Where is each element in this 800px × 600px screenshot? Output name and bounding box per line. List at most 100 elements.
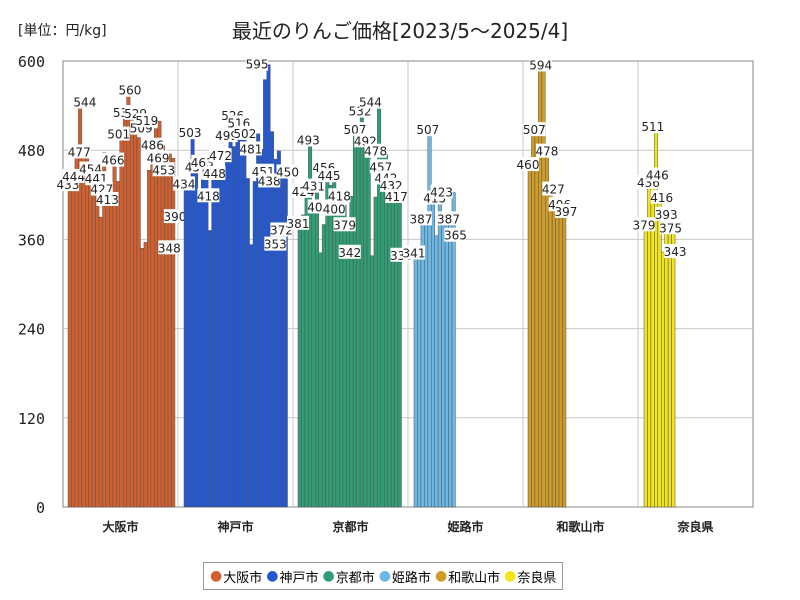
bar-京都市-22 [373, 196, 378, 508]
data-label-bg [664, 244, 687, 259]
bar-奈良県-8 [671, 228, 676, 508]
data-label: 544 [73, 96, 96, 110]
bar-京都市-21 [370, 255, 375, 508]
x-category-label: 奈良県 [676, 519, 713, 534]
legend-item: ● 京都市 [322, 567, 374, 586]
data-label-bg [264, 236, 287, 251]
data-label-bg [437, 211, 460, 226]
data-label: 427 [542, 183, 565, 197]
bar-京都市-26 [387, 167, 392, 508]
data-label-bg [173, 176, 195, 191]
bar-京都市-7 [321, 224, 326, 508]
bar-京都市-5 [315, 186, 319, 508]
legend-label: 和歌山市 [448, 570, 501, 586]
bar-姫路市-7 [437, 198, 442, 508]
bar-姫路市-8 [441, 219, 446, 508]
bar-奈良県-5 [661, 251, 665, 508]
data-label-bg [542, 181, 565, 196]
data-label-bg [318, 168, 341, 183]
data-label-bg [62, 168, 85, 183]
data-label-bg [147, 150, 170, 165]
data-label: 342 [338, 246, 361, 260]
bar-京都市-8 [325, 167, 330, 508]
data-label-bg [403, 245, 425, 260]
bar-和歌山市-7 [551, 203, 556, 508]
data-label: 472 [209, 149, 232, 163]
data-label-bg [385, 189, 408, 204]
data-label: 469 [147, 151, 170, 165]
data-label: 418 [197, 189, 220, 203]
data-label: 397 [554, 205, 577, 219]
bar-大阪市-29 [167, 153, 172, 508]
bar-奈良県-0 [643, 225, 648, 508]
bar-神戸市-13 [228, 135, 233, 508]
bar-大阪市-1 [71, 179, 76, 508]
bar-京都市-27 [390, 178, 395, 508]
bar-京都市-0 [297, 223, 302, 508]
legend-label: 京都市 [335, 570, 375, 586]
data-label-bg [343, 122, 366, 137]
data-label: 501 [107, 128, 130, 142]
bar-神戸市-12 [225, 155, 230, 508]
data-label-bg [333, 217, 356, 232]
data-label-bg [96, 192, 119, 207]
data-label-bg [416, 122, 439, 137]
x-category-label: 姫路市 [447, 519, 483, 534]
data-label: 595 [246, 58, 269, 72]
data-label: 507 [416, 123, 439, 137]
bar-大阪市-15 [119, 134, 124, 508]
data-label: 379 [333, 218, 356, 232]
data-label-bg [215, 128, 238, 143]
x-category-label: 京都市 [332, 519, 368, 534]
y-tick-label: 360 [18, 231, 45, 249]
bar-大阪市-23 [147, 170, 152, 508]
bar-姫路市-3 [424, 219, 429, 508]
data-label: 393 [655, 208, 678, 222]
data-label-bg [197, 188, 220, 203]
bar-神戸市-7 [207, 230, 212, 508]
bar-神戸市-17 [242, 131, 247, 508]
bar-大阪市-25 [154, 128, 158, 508]
data-label-bg [68, 144, 91, 159]
bar-大阪市-22 [143, 242, 148, 508]
legend-label: 神戸市 [279, 570, 319, 586]
bar-京都市-25 [384, 154, 388, 508]
data-label-bg [141, 137, 164, 152]
bar-神戸市-26 [273, 158, 278, 508]
y-tick-label: 240 [18, 321, 45, 339]
bar-大阪市-28 [164, 152, 169, 508]
data-label-bg [633, 217, 655, 232]
data-label-bg [380, 177, 403, 192]
data-label: 511 [641, 120, 664, 134]
data-label-bg [270, 222, 293, 237]
data-label-bg [258, 173, 281, 188]
bar-京都市-24 [380, 151, 385, 508]
data-label: 486 [141, 139, 164, 153]
bar-京都市-18 [359, 111, 364, 508]
bar-京都市-19 [363, 141, 368, 508]
legend-label: 大阪市 [223, 570, 263, 586]
bar-京都市-16 [352, 129, 357, 508]
data-label: 499 [215, 129, 238, 143]
legend-dot-icon: ● [434, 568, 448, 584]
data-label: 477 [68, 145, 91, 159]
bar-神戸市-27 [276, 150, 281, 508]
bar-和歌山市-2 [534, 126, 539, 508]
data-label-bg [158, 240, 181, 255]
legend-dot-icon: ● [504, 568, 517, 584]
bar-神戸市-6 [204, 162, 209, 508]
bar-大阪市-9 [98, 216, 103, 508]
data-label-bg [444, 227, 467, 242]
bar-大阪市-26 [157, 120, 162, 508]
data-label-bg [239, 141, 262, 156]
data-label: 450 [276, 166, 299, 180]
bar-大阪市-17 [126, 90, 131, 508]
data-label: 519 [135, 114, 158, 128]
bar-大阪市-18 [129, 113, 134, 508]
x-category-label: 神戸市 [217, 519, 253, 534]
data-label-bg [328, 188, 351, 203]
bar-和歌山市-8 [555, 204, 560, 508]
data-label: 481 [240, 142, 263, 156]
data-label-bg [118, 82, 141, 97]
